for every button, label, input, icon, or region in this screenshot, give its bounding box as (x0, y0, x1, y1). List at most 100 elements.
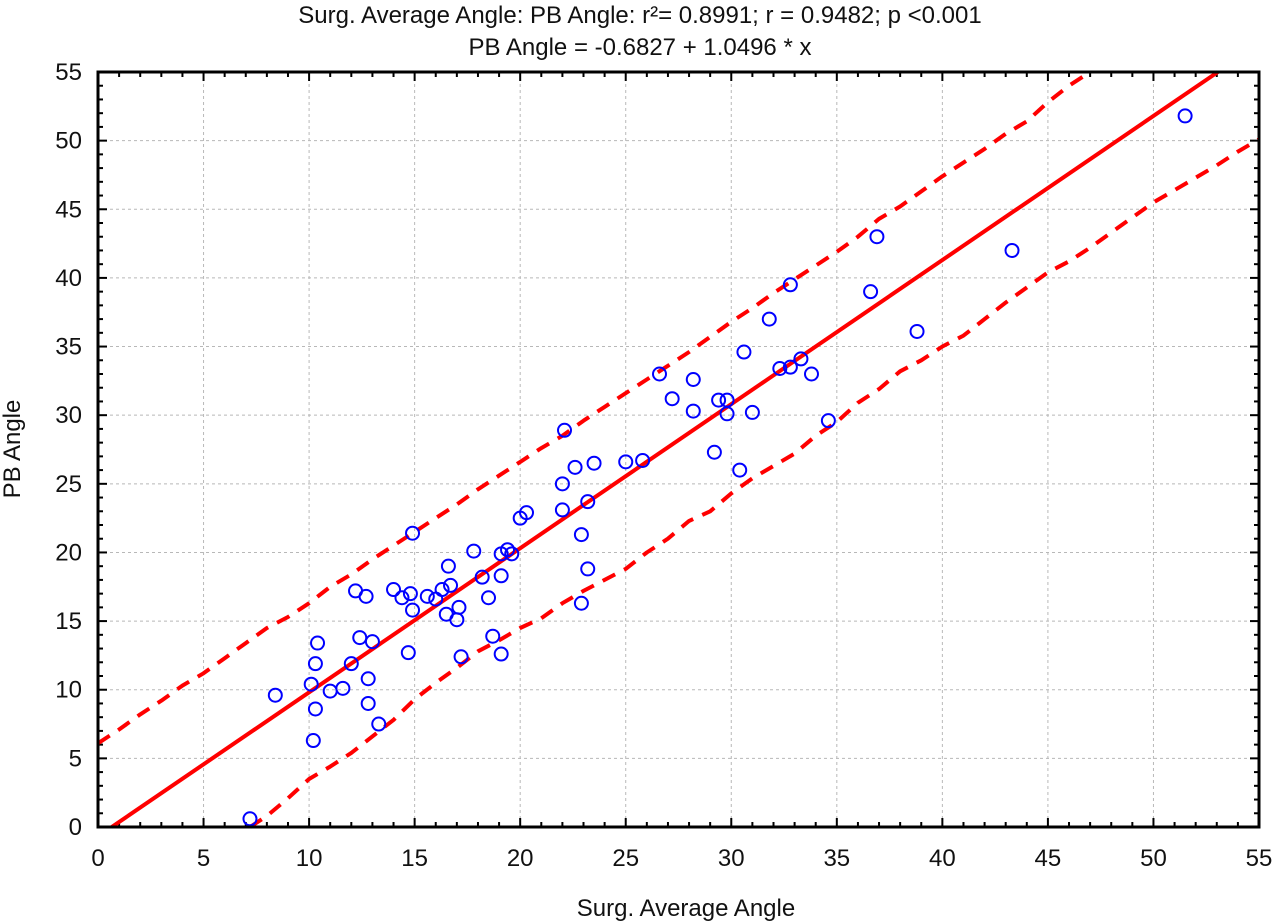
data-point (322, 683, 338, 699)
prediction-band (96, 70, 1261, 829)
data-point (744, 404, 760, 420)
data-point (303, 676, 319, 692)
data-point (664, 391, 680, 407)
data-point (557, 422, 573, 438)
data-point (493, 646, 509, 662)
chart-title-line-1: Surg. Average Angle: PB Angle: r²= 0.899… (298, 2, 981, 29)
data-point (485, 628, 501, 644)
data-point (803, 366, 819, 382)
data-point (793, 351, 809, 367)
data-point (443, 577, 459, 593)
plot-frame (96, 70, 1261, 829)
data-point (481, 590, 497, 606)
y-tick-label: 20 (55, 539, 82, 566)
x-tick-label: 15 (401, 845, 428, 872)
data-point (307, 656, 323, 672)
data-point (909, 323, 925, 339)
data-point (466, 543, 482, 559)
data-point (440, 558, 456, 574)
data-point (618, 454, 634, 470)
x-tick-label: 30 (718, 845, 745, 872)
data-point (573, 595, 589, 611)
data-point (405, 525, 421, 541)
data-point (504, 546, 520, 562)
data-point (863, 284, 879, 300)
axis-ticks (97, 71, 1260, 828)
data-point (685, 371, 701, 387)
y-tick-label: 50 (55, 128, 82, 155)
x-tick-label: 10 (296, 845, 323, 872)
x-tick-label: 45 (1035, 845, 1062, 872)
data-point (419, 588, 435, 604)
data-point (405, 602, 421, 618)
data-point (394, 590, 410, 606)
data-point (364, 634, 380, 650)
data-point (434, 582, 450, 598)
data-point (573, 527, 589, 543)
x-tick-label: 50 (1140, 845, 1167, 872)
data-point (706, 444, 722, 460)
data-point (869, 229, 885, 245)
x-tick-label: 25 (612, 845, 639, 872)
data-point (310, 635, 326, 651)
data-point (554, 476, 570, 492)
y-tick-label: 35 (55, 334, 82, 361)
data-point (400, 645, 416, 661)
data-point (736, 344, 752, 360)
data-point (371, 716, 387, 732)
data-point (307, 701, 323, 717)
data-point (732, 462, 748, 478)
data-point (360, 695, 376, 711)
regression-line (110, 70, 1219, 829)
x-axis-label: Surg. Average Angle (577, 895, 795, 922)
y-tick-label: 5 (69, 745, 82, 772)
chart-title-line-2: PB Angle = -0.6827 + 1.0496 * x (469, 34, 812, 61)
data-point (519, 505, 535, 521)
prediction-band-lower (248, 137, 1261, 829)
x-tick-label: 35 (823, 845, 850, 872)
data-point (449, 612, 465, 628)
data-point (305, 733, 321, 749)
data-point (772, 361, 788, 377)
y-tick-label: 30 (55, 402, 82, 429)
y-tick-label: 55 (55, 59, 82, 86)
data-point (652, 366, 668, 382)
data-point (1177, 108, 1193, 124)
data-point (580, 561, 596, 577)
data-point (360, 671, 376, 687)
y-tick-label: 25 (55, 471, 82, 498)
data-point (267, 687, 283, 703)
data-point (554, 502, 570, 518)
data-point (493, 568, 509, 584)
x-tick-label: 20 (507, 845, 534, 872)
y-tick-label: 45 (55, 196, 82, 223)
data-point (386, 582, 402, 598)
y-tick-label: 10 (55, 677, 82, 704)
x-tick-label: 0 (91, 845, 104, 872)
data-point (352, 630, 368, 646)
tick-labels: 0 5 10 15 20 25 30 35 40 45 50 55 0 5 10 15 20 25 30 35 40 45… (55, 59, 1272, 872)
data-point (1004, 242, 1020, 258)
data-point (761, 311, 777, 327)
y-tick-label: 0 (69, 814, 82, 841)
data-point (580, 494, 596, 510)
data-point (451, 599, 467, 615)
data-point (685, 403, 701, 419)
data-point (820, 413, 836, 429)
x-tick-label: 5 (197, 845, 210, 872)
grid (98, 72, 1259, 827)
data-point (500, 542, 516, 558)
prediction-band-upper (96, 70, 1092, 745)
y-tick-label: 15 (55, 608, 82, 635)
data-point (635, 452, 651, 468)
data-point (358, 588, 374, 604)
data-point (567, 459, 583, 475)
data-point (711, 392, 727, 408)
data-point (402, 586, 418, 602)
regression-fit (110, 70, 1219, 829)
data-points (242, 108, 1193, 827)
data-point (335, 680, 351, 696)
x-tick-label: 40 (929, 845, 956, 872)
data-point (719, 406, 735, 422)
